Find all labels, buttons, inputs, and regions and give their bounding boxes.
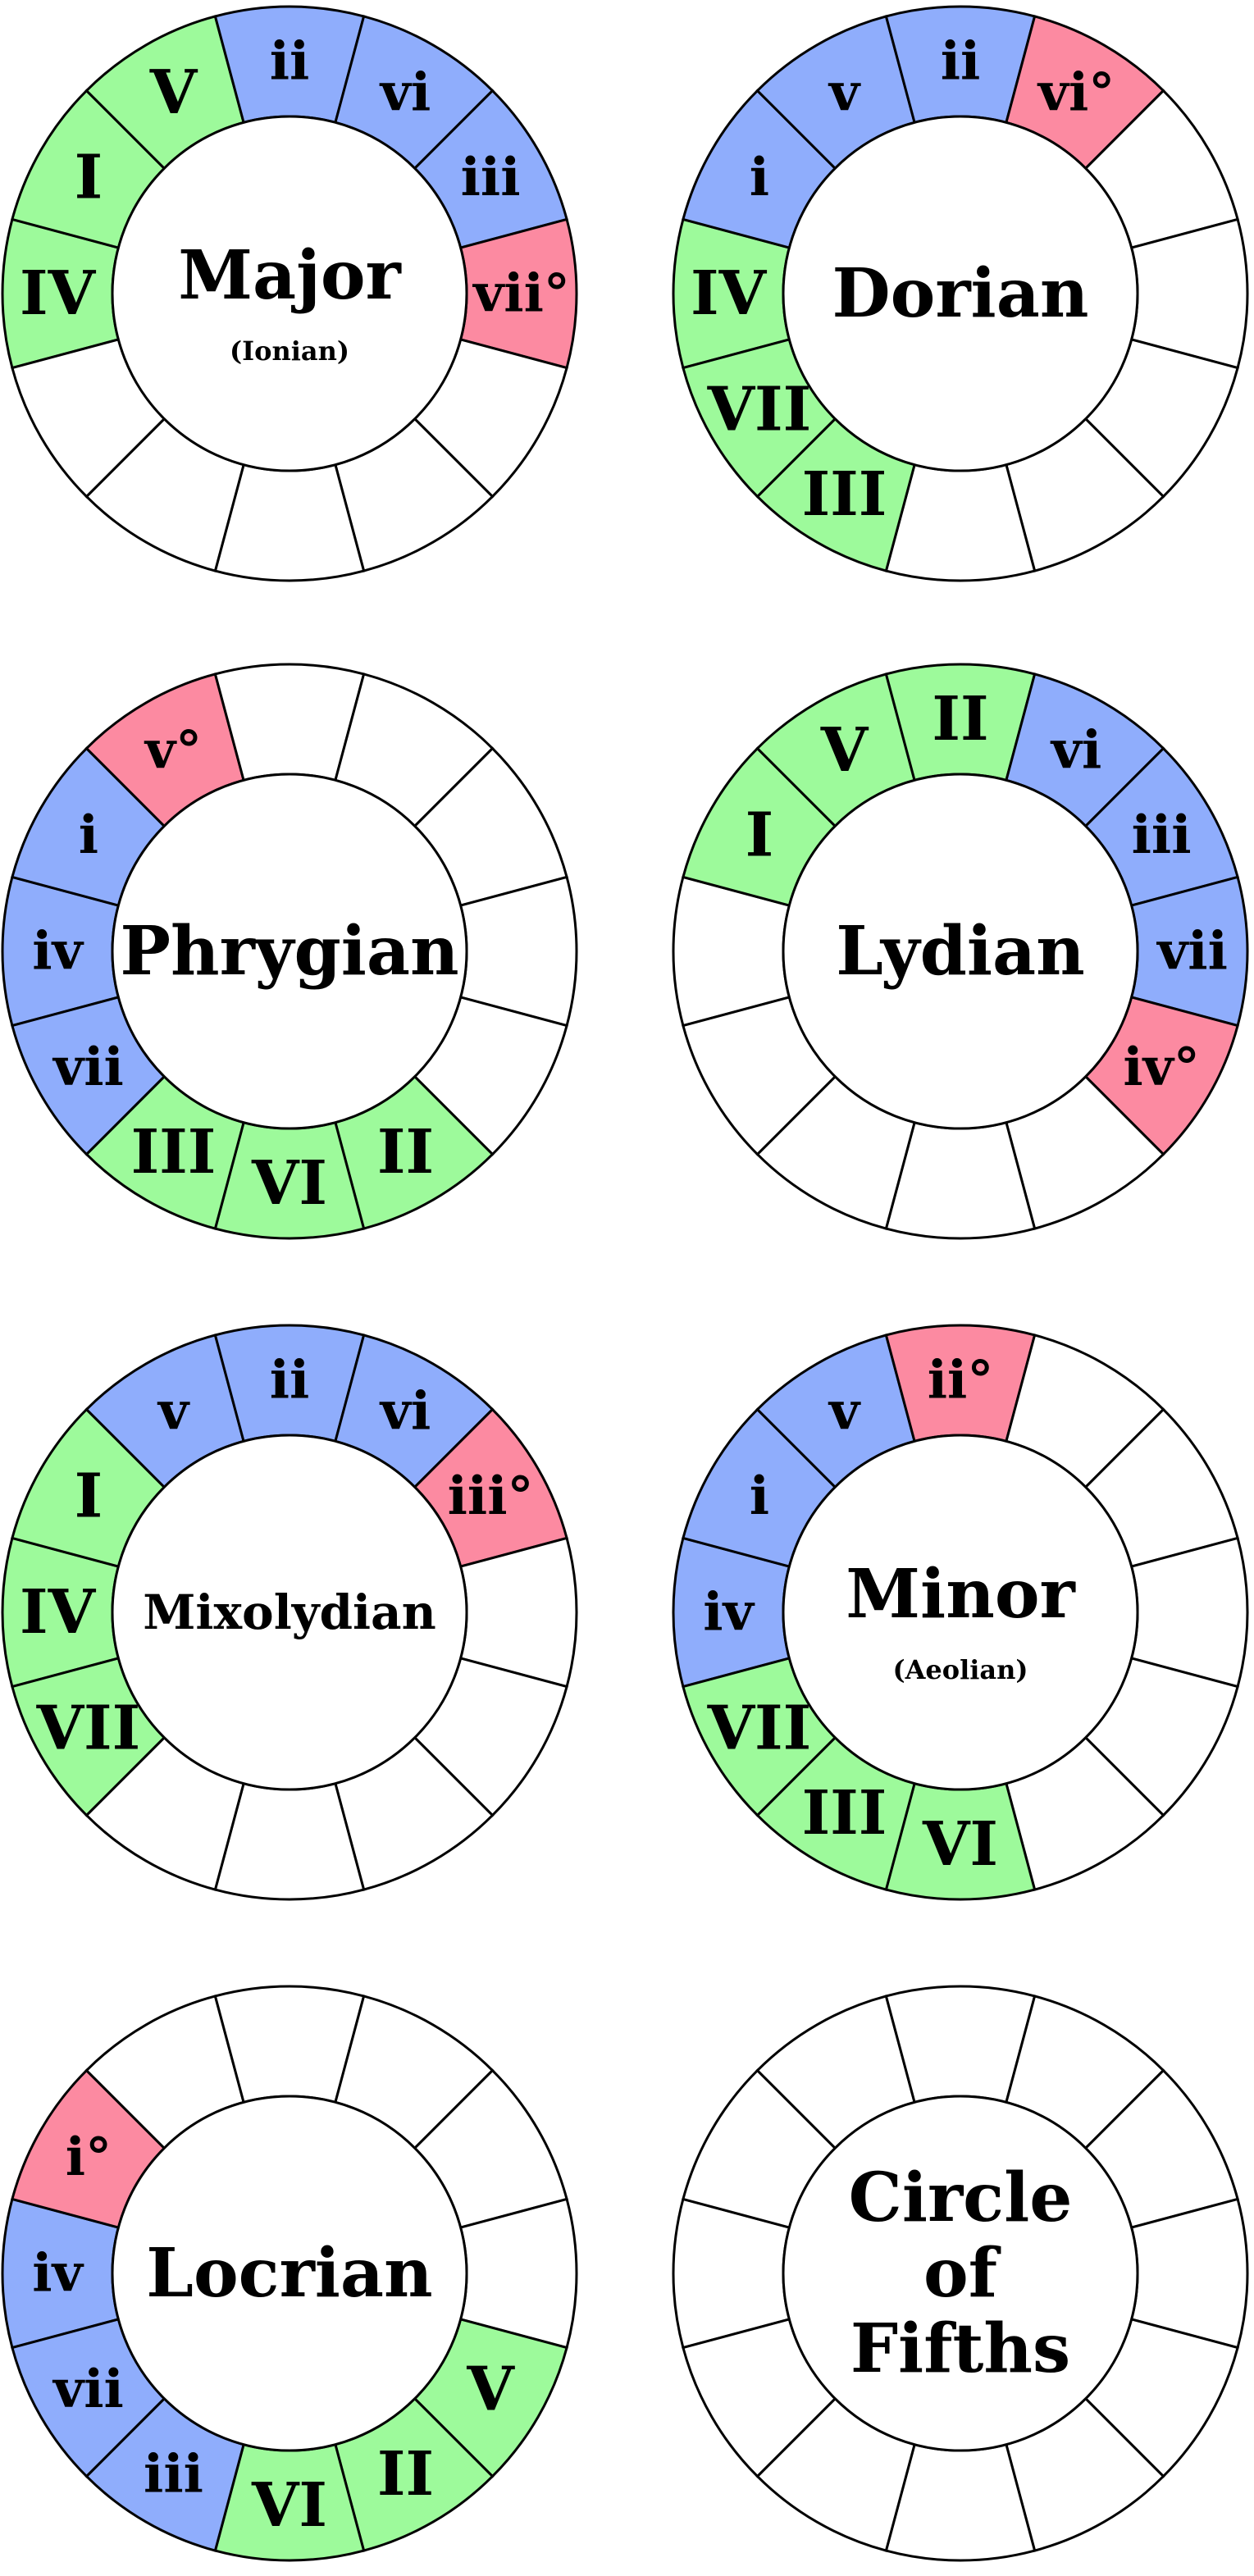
chord-label: vi bbox=[379, 1380, 431, 1442]
chord-label: I bbox=[75, 143, 103, 213]
chord-label: vii° bbox=[472, 263, 570, 325]
chord-label: VI bbox=[251, 2470, 327, 2541]
chord-label: i bbox=[750, 1466, 769, 1527]
chord-label: v bbox=[828, 62, 861, 123]
chord-label: ii bbox=[941, 31, 981, 93]
wheel-subtitle: (Ionian) bbox=[230, 335, 349, 367]
chord-label: VI bbox=[251, 1148, 327, 1219]
chord-label: iv bbox=[32, 921, 84, 983]
wheel-minor: iv iv ii° VI III VII Minor (Aeolian) bbox=[672, 1324, 1249, 1901]
chord-label: vi bbox=[1050, 719, 1102, 781]
chord-label: II bbox=[377, 1117, 434, 1188]
chord-label: VII bbox=[707, 1694, 812, 1764]
chord-label: ii° bbox=[928, 1350, 994, 1411]
chord-label: iii bbox=[144, 2444, 203, 2505]
chord-label: IV bbox=[20, 1577, 97, 1648]
chord-label: vii bbox=[52, 1037, 124, 1098]
wheel-title: Fifths bbox=[850, 2309, 1070, 2388]
chord-label: vi° bbox=[1037, 62, 1115, 123]
wheel-title: Mixolydian bbox=[143, 1584, 436, 1640]
wheel-dorian: IV iv ii vi° III VII Dorian bbox=[672, 5, 1249, 582]
chord-label: II bbox=[932, 684, 988, 755]
chord-label: iv bbox=[32, 2243, 84, 2305]
chord-label: I bbox=[75, 1461, 103, 1532]
chord-label: IV bbox=[20, 258, 97, 329]
chord-label: vii bbox=[52, 2359, 124, 2420]
wheel-center bbox=[111, 1434, 468, 1791]
wheel-center bbox=[111, 2095, 468, 2452]
wheel-center bbox=[782, 115, 1139, 472]
chord-label: IV bbox=[691, 258, 768, 329]
wheel-title: Locrian bbox=[146, 2234, 432, 2313]
wheel-center bbox=[782, 2095, 1139, 2452]
chord-label: II bbox=[377, 2439, 434, 2510]
chord-label: III bbox=[131, 1117, 217, 1188]
chord-label: v bbox=[828, 1380, 861, 1442]
chord-label: ii bbox=[270, 1350, 310, 1411]
chord-label: I bbox=[746, 800, 774, 871]
chord-label: iii bbox=[461, 147, 521, 208]
chord-label: i bbox=[750, 147, 769, 208]
chord-label: vii bbox=[1156, 921, 1228, 983]
chord-label: i° bbox=[66, 2127, 112, 2188]
chord-label: VII bbox=[707, 375, 812, 445]
chord-label: V bbox=[149, 57, 198, 128]
chord-label: V bbox=[820, 715, 869, 786]
wheel-title: Lydian bbox=[836, 912, 1085, 991]
wheel-title: Minor bbox=[846, 1555, 1076, 1634]
chord-label: iv bbox=[703, 1582, 755, 1644]
wheel-subtitle: (Aeolian) bbox=[892, 1654, 1028, 1685]
chord-label: v° bbox=[144, 719, 202, 781]
wheel-center bbox=[782, 1434, 1139, 1791]
wheel-title: Circle bbox=[849, 2159, 1073, 2237]
wheel-title: Major bbox=[178, 236, 402, 315]
chord-label: V bbox=[466, 2355, 515, 2425]
chord-label: i bbox=[79, 805, 98, 866]
chord-label: ii bbox=[270, 31, 310, 93]
chord-label: VII bbox=[36, 1694, 141, 1764]
wheel-title: of bbox=[923, 2234, 1001, 2313]
chord-label: iii bbox=[1132, 805, 1192, 866]
chord-label: v bbox=[157, 1380, 190, 1442]
wheel-center bbox=[111, 115, 468, 472]
chord-label: vi bbox=[379, 62, 431, 123]
wheel-title: Dorian bbox=[832, 254, 1089, 333]
wheel-center bbox=[111, 773, 468, 1130]
chord-label: iv° bbox=[1123, 1037, 1200, 1098]
chord-label: VI bbox=[922, 1809, 998, 1880]
chord-label: III bbox=[802, 1778, 887, 1849]
wheel-title: Phrygian bbox=[120, 912, 458, 991]
chord-label: III bbox=[802, 459, 887, 530]
wheel-center bbox=[782, 773, 1139, 1130]
chord-label: iii° bbox=[448, 1466, 534, 1527]
